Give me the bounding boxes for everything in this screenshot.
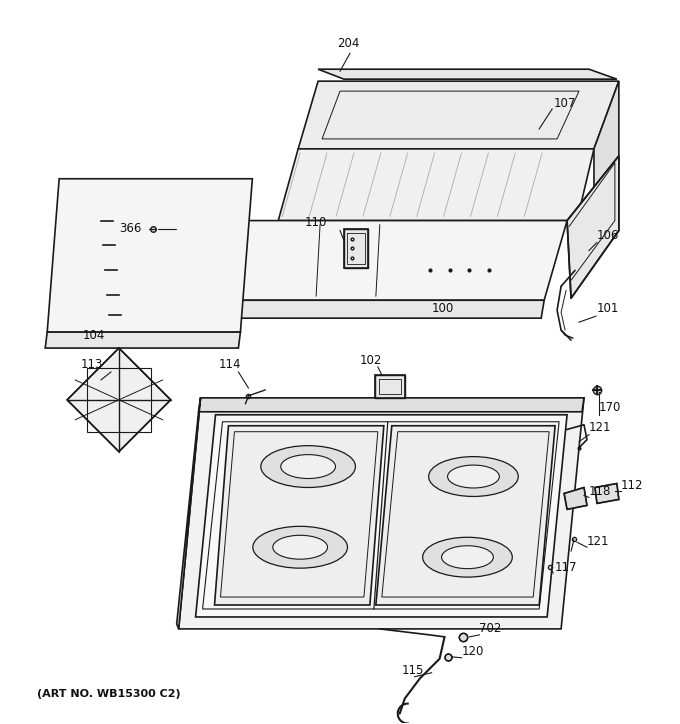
Text: 113: 113: [81, 358, 103, 371]
Text: 115: 115: [402, 664, 424, 677]
Text: 106: 106: [597, 229, 619, 242]
Text: 110: 110: [305, 216, 328, 229]
Polygon shape: [222, 221, 567, 300]
Text: 100: 100: [432, 302, 454, 315]
Text: 121: 121: [589, 421, 611, 434]
Polygon shape: [177, 398, 201, 629]
Text: 102: 102: [360, 353, 382, 366]
Text: 121: 121: [587, 535, 609, 548]
Polygon shape: [196, 415, 567, 617]
Polygon shape: [179, 398, 584, 629]
Ellipse shape: [253, 526, 347, 568]
Polygon shape: [45, 332, 241, 348]
Ellipse shape: [441, 546, 494, 568]
Text: 118: 118: [589, 485, 611, 498]
Text: 702: 702: [479, 623, 502, 636]
Polygon shape: [564, 487, 587, 510]
Polygon shape: [220, 300, 544, 318]
Text: 104: 104: [83, 329, 105, 342]
Polygon shape: [344, 229, 368, 269]
Ellipse shape: [261, 446, 356, 487]
Ellipse shape: [447, 465, 499, 488]
Ellipse shape: [281, 455, 335, 479]
Polygon shape: [594, 81, 619, 221]
Polygon shape: [278, 149, 594, 221]
Polygon shape: [375, 375, 405, 398]
Text: (ART NO. WB15300 C2): (ART NO. WB15300 C2): [37, 689, 181, 699]
Text: 101: 101: [597, 302, 619, 315]
Polygon shape: [47, 179, 252, 332]
Polygon shape: [298, 81, 619, 149]
Text: 114: 114: [218, 358, 241, 371]
Ellipse shape: [273, 535, 328, 559]
Polygon shape: [567, 156, 619, 298]
Ellipse shape: [423, 537, 512, 577]
Polygon shape: [214, 426, 384, 605]
Polygon shape: [595, 484, 619, 503]
Text: 112: 112: [621, 479, 643, 492]
Text: 170: 170: [599, 401, 622, 414]
Text: 120: 120: [462, 645, 484, 658]
Polygon shape: [376, 426, 555, 605]
Polygon shape: [199, 398, 584, 412]
Ellipse shape: [428, 457, 518, 497]
Text: 107: 107: [554, 96, 577, 109]
Polygon shape: [318, 70, 617, 79]
Text: 117: 117: [555, 560, 577, 573]
Text: 204: 204: [337, 37, 360, 50]
Text: 366: 366: [119, 222, 141, 235]
Polygon shape: [67, 348, 171, 452]
